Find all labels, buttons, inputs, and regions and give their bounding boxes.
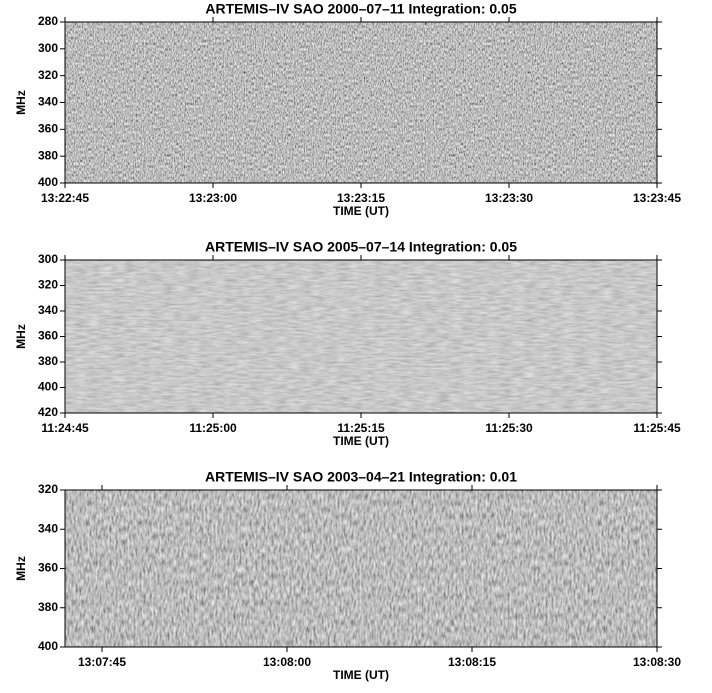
y-tick-label: 300 [38, 252, 58, 266]
spectrogram-image [65, 260, 657, 413]
x-tick-label: 13:07:45 [78, 655, 126, 669]
y-tick-label: 340 [38, 521, 58, 535]
x-tick-label: 13:08:30 [633, 655, 681, 669]
y-tick-label: 400 [38, 380, 58, 394]
y-tick-label: 340 [38, 95, 58, 109]
x-tick-label: 13:22:45 [41, 191, 89, 205]
y-tick-label: 400 [38, 175, 58, 189]
y-tick-label: 320 [38, 482, 58, 496]
x-axis-label: TIME (UT) [333, 204, 389, 218]
x-tick-label: 13:23:00 [189, 191, 237, 205]
x-tick-label: 13:23:15 [337, 191, 385, 205]
y-tick-label: 360 [38, 122, 58, 136]
x-tick-label: 11:25:00 [189, 421, 237, 435]
y-tick-label: 420 [38, 405, 58, 419]
y-tick-label: 360 [38, 329, 58, 343]
spectrogram-image [65, 22, 657, 183]
y-tick-label: 340 [38, 303, 58, 317]
y-tick-label: 280 [38, 14, 58, 28]
x-tick-label: 13:08:00 [263, 655, 311, 669]
y-tick-label: 380 [38, 148, 58, 162]
y-tick-label: 400 [38, 639, 58, 653]
x-axis-label: TIME (UT) [333, 434, 389, 448]
spectrogram-image [65, 490, 657, 647]
x-tick-label: 11:25:30 [485, 421, 533, 435]
x-tick-label: 13:08:15 [448, 655, 496, 669]
y-axis-label: MHz [14, 556, 28, 581]
x-tick-label: 11:25:15 [337, 421, 385, 435]
y-tick-label: 320 [38, 278, 58, 292]
y-axis-label: MHz [14, 324, 28, 349]
x-tick-label: 13:23:30 [485, 191, 533, 205]
y-tick-label: 360 [38, 561, 58, 575]
x-axis-label: TIME (UT) [333, 668, 389, 682]
y-tick-label: 380 [38, 354, 58, 368]
x-tick-label: 11:25:45 [633, 421, 681, 435]
y-tick-label: 380 [38, 600, 58, 614]
chart-title: ARTEMIS–IV SAO 2000–07–11 Integration: 0… [205, 1, 516, 17]
y-tick-label: 300 [38, 41, 58, 55]
x-tick-label: 13:23:45 [633, 191, 681, 205]
chart-title: ARTEMIS–IV SAO 2003–04–21 Integration: 0… [205, 469, 517, 485]
y-tick-label: 320 [38, 68, 58, 82]
x-tick-label: 11:24:45 [41, 421, 89, 435]
chart-title: ARTEMIS–IV SAO 2005–07–14 Integration: 0… [205, 239, 517, 255]
y-axis-label: MHz [14, 90, 28, 115]
